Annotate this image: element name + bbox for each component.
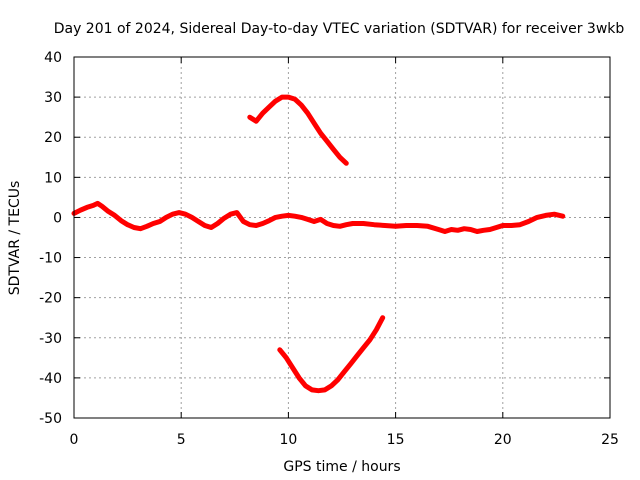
y-tick-label: -20 <box>39 291 62 307</box>
x-tick-label: 0 <box>70 432 79 448</box>
data-series <box>71 94 566 394</box>
y-tick-label: 20 <box>44 130 62 146</box>
x-tick-label: 10 <box>279 432 297 448</box>
y-tick-label: 30 <box>44 90 62 106</box>
y-tick-label: -40 <box>39 371 62 387</box>
x-tick-label: 15 <box>387 432 405 448</box>
series-line-upper-arc <box>247 94 349 166</box>
plot-frame <box>73 56 611 419</box>
y-tick-label: -10 <box>39 251 62 267</box>
y-tick-label: 10 <box>44 170 62 186</box>
axis-ticks: 0 5 10 15 20 25 -50 -40 -30 -20 -10 0 10 20 30 40 <box>39 50 619 448</box>
x-tick-label: 20 <box>494 432 512 448</box>
grid-lines <box>74 57 610 418</box>
chart-title: Day 201 of 2024, Sidereal Day-to-day VTE… <box>54 21 625 37</box>
y-tick-label: -50 <box>39 411 62 427</box>
x-tick-label: 5 <box>177 432 186 448</box>
y-tick-label: 0 <box>53 210 62 226</box>
x-axis-label: GPS time / hours <box>283 459 400 475</box>
y-tick-label: 40 <box>44 50 62 66</box>
x-tick-label: 25 <box>601 432 619 448</box>
y-axis-label: SDTVAR / TECUs <box>7 181 23 296</box>
y-tick-label: -30 <box>39 331 62 347</box>
series-line-lower-arc <box>277 315 386 394</box>
series-line-main <box>71 200 566 234</box>
